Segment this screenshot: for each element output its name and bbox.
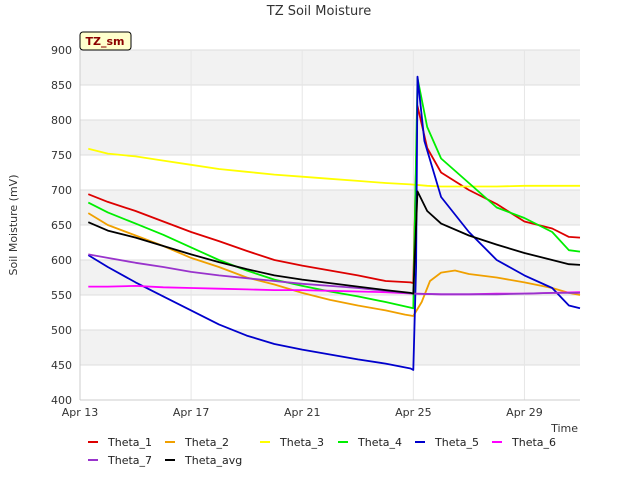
series-line xyxy=(87,77,581,310)
legend-item: Theta_1 xyxy=(88,436,152,449)
x-tick-labels: Apr 13 Apr 17 Apr 21 Apr 25 Apr 29 xyxy=(62,406,543,419)
y-tick-label: 650 xyxy=(51,219,72,232)
series-theta-3 xyxy=(88,147,580,188)
legend-label: Theta_3 xyxy=(279,436,324,449)
chart-title: TZ Soil Moisture xyxy=(266,4,372,19)
y-tick-label: 450 xyxy=(51,359,72,372)
y-axis-label: Soil Moisture (mV) xyxy=(7,175,20,276)
x-tick-label: Apr 13 xyxy=(62,406,99,419)
series-theta-2 xyxy=(87,212,581,317)
chart-badge: TZ_sm xyxy=(79,31,132,51)
series-line xyxy=(87,75,581,371)
series-line xyxy=(88,253,580,296)
plot-band xyxy=(80,120,580,155)
series-theta-4 xyxy=(87,77,581,310)
series-theta-5 xyxy=(87,75,581,371)
series-line xyxy=(88,147,580,188)
legend-item: Theta_5 xyxy=(415,436,479,449)
chart-badge-box xyxy=(79,31,132,51)
legend-item: Theta_7 xyxy=(88,454,152,467)
y-tick-label: 600 xyxy=(51,254,72,267)
series-line xyxy=(87,105,581,285)
plot-band xyxy=(80,330,580,365)
legend-label: Theta_avg xyxy=(184,454,242,467)
series-theta-avg xyxy=(87,190,581,295)
x-axis-label: Time xyxy=(550,422,578,435)
y-tick-label: 750 xyxy=(51,149,72,162)
legend-item: Theta_6 xyxy=(492,436,556,449)
legend-label: Theta_2 xyxy=(184,436,229,449)
y-tick-label: 900 xyxy=(51,44,72,57)
series-layer xyxy=(87,75,581,371)
legend-item: Theta_4 xyxy=(338,436,402,449)
series-line xyxy=(87,190,581,295)
y-tick-label: 400 xyxy=(51,394,72,407)
plot-band xyxy=(80,190,580,225)
legend: Theta_1 Theta_2 Theta_3 Theta_4 Theta_5 Theta… xyxy=(88,436,556,467)
series-line xyxy=(87,212,581,317)
x-tick-label: Apr 17 xyxy=(173,406,210,419)
y-tick-label: 700 xyxy=(51,184,72,197)
series-theta-1 xyxy=(87,105,581,285)
x-tick-label: Apr 29 xyxy=(506,406,543,419)
y-tick-label: 550 xyxy=(51,289,72,302)
y-tick-label: 500 xyxy=(51,324,72,337)
legend-label: Theta_5 xyxy=(434,436,479,449)
legend-label: Theta_6 xyxy=(511,436,556,449)
legend-label: Theta_7 xyxy=(107,454,152,467)
y-tick-label: 800 xyxy=(51,114,72,127)
x-tick-label: Apr 21 xyxy=(284,406,321,419)
x-tick-label: Apr 25 xyxy=(395,406,432,419)
legend-item: Theta_2 xyxy=(165,436,229,449)
y-tick-label: 850 xyxy=(51,79,72,92)
legend-label: Theta_4 xyxy=(357,436,402,449)
chart-badge-text: TZ_sm xyxy=(86,35,125,48)
legend-label: Theta_1 xyxy=(107,436,152,449)
plot-band xyxy=(80,50,580,85)
series-theta-7 xyxy=(88,253,580,296)
legend-item: Theta_avg xyxy=(165,454,242,467)
y-tick-labels: 400 450 500 550 600 650 700 750 800 850 900 xyxy=(51,44,72,407)
axes xyxy=(79,50,580,401)
legend-item: Theta_3 xyxy=(260,436,324,449)
